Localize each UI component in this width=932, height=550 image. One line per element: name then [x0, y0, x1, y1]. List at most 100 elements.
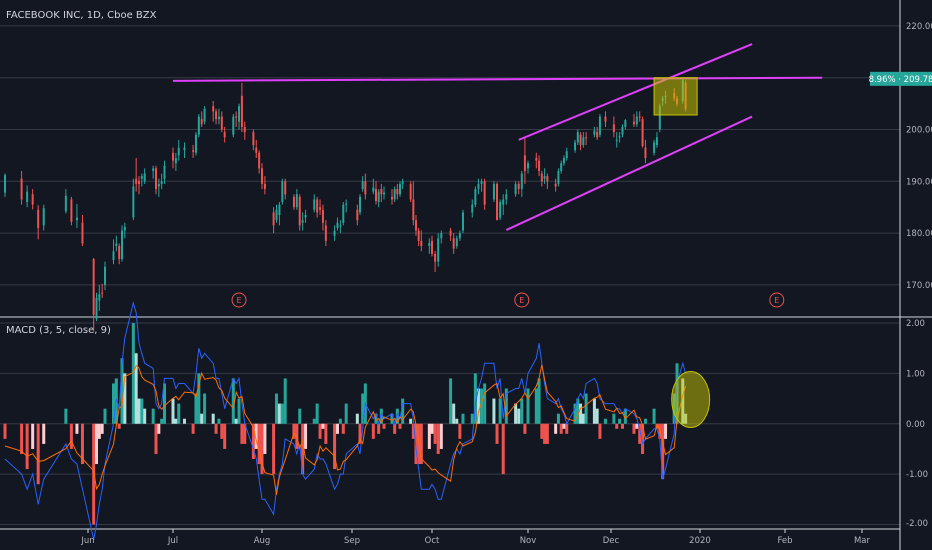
candle-body	[333, 230, 336, 236]
candle	[579, 132, 582, 151]
candle-body	[644, 147, 647, 158]
candle-body	[200, 119, 203, 125]
candle	[527, 160, 529, 174]
candle-body	[579, 134, 582, 146]
candle-body	[440, 233, 443, 239]
candle	[255, 139, 258, 158]
candle-body	[401, 181, 404, 184]
candle-body	[104, 266, 106, 285]
macd-histogram-bar	[632, 423, 636, 434]
candle-body	[42, 208, 45, 226]
macd-histogram-bar	[3, 423, 7, 439]
candle	[638, 111, 641, 122]
candle-body	[523, 155, 526, 171]
candle-body	[505, 194, 508, 200]
macd-histogram-bar	[492, 398, 496, 424]
candle	[396, 183, 399, 200]
candle-body	[415, 220, 417, 231]
macd-histogram-bar	[31, 423, 35, 449]
candle-body	[177, 147, 180, 156]
candle	[624, 119, 627, 130]
macd-histogram-bar	[231, 378, 235, 424]
macd-histogram-bar	[623, 408, 627, 424]
price-tick-label: 180.00	[906, 229, 932, 239]
candle	[593, 126, 596, 138]
macd-histogram-bar	[534, 388, 538, 424]
candle	[42, 204, 45, 231]
candle	[359, 194, 361, 215]
macd-histogram-bar	[20, 423, 24, 454]
macd-histogram-bar	[526, 388, 530, 424]
macd-histogram-bar	[254, 423, 258, 449]
macd-histogram-bar	[382, 423, 386, 429]
macd-histogram-bar	[652, 408, 656, 424]
candle	[502, 194, 505, 215]
candle	[632, 113, 635, 127]
candle-body	[37, 209, 40, 228]
candle	[284, 178, 287, 200]
candle-body	[324, 225, 327, 241]
macd-histogram-bar	[436, 423, 440, 454]
candle-body	[593, 130, 596, 135]
candle	[235, 111, 238, 127]
macd-histogram-bar	[154, 423, 158, 454]
macd-title: MACD (3, 5, close, 9)	[6, 325, 111, 336]
candle	[342, 202, 345, 226]
candle-body	[298, 196, 301, 226]
macd-tick-label: 0.00	[906, 420, 925, 430]
candle	[217, 108, 220, 125]
candle-body	[157, 183, 160, 187]
macd-histogram-bar	[220, 423, 224, 439]
candle	[336, 217, 339, 231]
candle	[238, 103, 241, 130]
channel-lower-line	[505, 115, 753, 231]
macd-histogram-bar	[277, 403, 281, 424]
macd-histogram-bar	[393, 423, 397, 434]
candle	[123, 222, 126, 239]
candle	[301, 212, 304, 231]
macd-histogram-bar	[618, 418, 622, 424]
macd-histogram-bar	[556, 413, 560, 424]
candle	[574, 139, 577, 153]
candle	[37, 205, 40, 240]
macd-histogram-bar	[612, 413, 616, 424]
macd-histogram-bar	[470, 413, 474, 424]
candle	[157, 178, 160, 197]
macd-histogram-bar	[312, 418, 316, 424]
macd-histogram-bar	[458, 423, 462, 439]
candle-body	[576, 132, 579, 143]
candle	[644, 139, 647, 164]
candle-body	[638, 116, 641, 118]
candle-body	[4, 175, 6, 193]
candle-body	[496, 183, 499, 221]
macd-histogram-bar	[217, 418, 221, 424]
macd-histogram-bar	[36, 423, 40, 485]
candle	[298, 194, 301, 231]
candle-body	[20, 178, 23, 200]
macd-histogram-bar	[237, 398, 241, 424]
candle-body	[582, 137, 585, 146]
candle-body	[223, 132, 226, 138]
candle-body	[546, 176, 549, 182]
candle	[220, 111, 223, 133]
candle	[380, 183, 383, 203]
candle-body	[471, 204, 474, 213]
candle	[232, 113, 235, 138]
macd-histogram-bar	[100, 423, 104, 434]
macd-histogram-bar	[562, 423, 566, 429]
candle	[409, 181, 412, 203]
candle-body	[383, 192, 385, 195]
candle	[496, 182, 499, 221]
candle-body	[409, 183, 412, 200]
macd-histogram-bar	[643, 418, 647, 424]
candle-body	[203, 108, 206, 122]
macd-histogram-bar	[439, 423, 443, 449]
candle	[377, 189, 380, 208]
candle	[98, 284, 101, 311]
candle	[197, 113, 200, 138]
candle	[653, 139, 656, 156]
macd-histogram-bar	[272, 423, 276, 475]
macd-histogram-bar	[304, 423, 308, 449]
